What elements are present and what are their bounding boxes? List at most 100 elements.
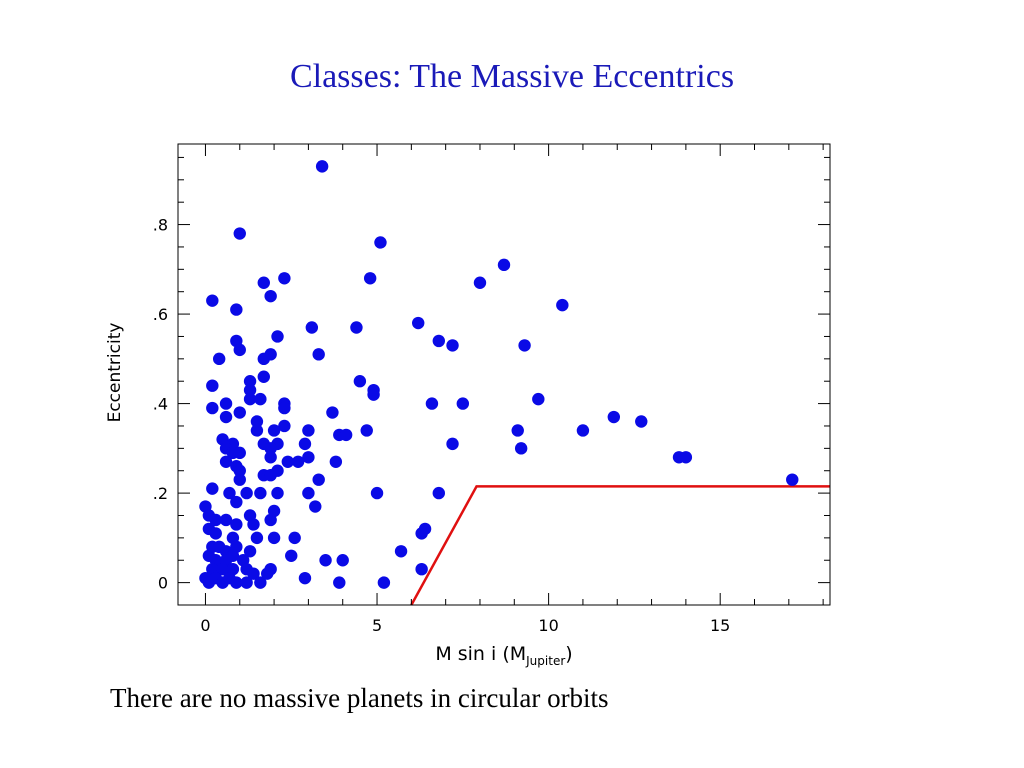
data-point <box>233 473 246 486</box>
data-point <box>432 334 445 348</box>
data-point <box>247 518 260 531</box>
data-point <box>312 473 325 486</box>
data-point <box>298 571 312 585</box>
x-axis-label-main: M sin i (M <box>435 643 526 665</box>
data-point <box>336 554 349 567</box>
data-point <box>367 388 380 401</box>
data-point <box>257 352 270 366</box>
data-point <box>226 549 240 562</box>
data-point <box>206 379 219 392</box>
data-point <box>309 500 322 513</box>
data-point <box>254 576 267 589</box>
data-point <box>576 424 590 437</box>
data-point <box>206 401 219 415</box>
data-point <box>312 348 325 361</box>
x-tick-label: 0 <box>200 616 210 635</box>
data-point <box>291 455 305 468</box>
data-point <box>326 406 339 419</box>
data-point <box>786 473 799 486</box>
data-point <box>254 486 267 500</box>
data-point <box>254 392 267 406</box>
data-point <box>216 562 229 576</box>
data-point <box>302 424 315 437</box>
x-axis-label-subscript: Jupiter <box>525 654 565 668</box>
data-point <box>206 294 219 307</box>
slide-title: Classes: The Massive Eccentrics <box>289 58 735 95</box>
data-point <box>264 289 277 303</box>
data-point <box>370 486 384 500</box>
axis-tick-labels: 0 5 10 15 0 .2 .4 .6 .8 <box>153 216 731 635</box>
axis-ticks <box>178 144 830 605</box>
data-point <box>230 576 243 589</box>
data-point <box>339 428 353 442</box>
data-point <box>219 410 233 424</box>
data-point <box>243 545 257 558</box>
boundary-line-layer <box>410 485 830 606</box>
data-point <box>278 401 291 415</box>
data-point <box>240 486 253 500</box>
data-point <box>415 527 428 540</box>
x-axis-label-close: ) <box>565 643 572 665</box>
y-tick-label: .6 <box>153 305 168 324</box>
data-point <box>363 272 377 285</box>
data-point <box>209 527 222 540</box>
data-point <box>285 549 298 562</box>
data-point <box>261 567 274 580</box>
data-point <box>456 397 470 410</box>
data-point <box>233 406 246 419</box>
data-point <box>230 303 243 316</box>
y-tick-label: .8 <box>153 216 168 235</box>
data-point <box>212 352 226 366</box>
data-point <box>206 482 219 495</box>
x-tick-label: 15 <box>710 616 730 635</box>
data-point <box>257 276 270 289</box>
data-point <box>257 370 270 383</box>
data-point <box>374 236 387 249</box>
data-point <box>360 424 373 437</box>
data-point <box>556 298 569 312</box>
data-point <box>329 455 343 468</box>
data-point <box>446 437 459 451</box>
data-point <box>278 272 291 285</box>
y-tick-label: .4 <box>153 395 168 414</box>
data-point <box>250 424 264 437</box>
y-axis-label: Eccentricity <box>105 323 125 423</box>
data-point <box>511 424 524 437</box>
data-point <box>233 446 246 460</box>
slide-caption: There are no massive planets in circular… <box>110 683 609 713</box>
x-axis-label: M sin i (MJupiter) <box>435 643 572 668</box>
data-point <box>243 375 257 388</box>
data-point <box>353 375 367 388</box>
data-point <box>333 576 346 589</box>
data-point <box>243 383 257 397</box>
data-point <box>264 451 277 464</box>
data-point <box>250 531 264 545</box>
y-tick-label: .2 <box>153 484 168 503</box>
data-point <box>264 469 277 482</box>
data-point <box>319 554 332 567</box>
data-point <box>377 576 391 589</box>
data-point <box>679 451 693 464</box>
data-point <box>230 495 243 509</box>
data-point <box>288 531 301 545</box>
data-point <box>497 258 511 272</box>
data-point <box>247 567 260 580</box>
data-point <box>635 415 648 428</box>
data-point <box>219 397 233 410</box>
data-point <box>350 321 363 334</box>
data-point <box>271 330 284 343</box>
data-point <box>240 576 253 589</box>
data-point <box>219 455 233 468</box>
data-point <box>446 339 459 352</box>
boundary-line <box>410 485 830 606</box>
data-point <box>281 455 295 468</box>
data-point <box>607 410 621 424</box>
data-point <box>302 451 315 464</box>
data-point <box>209 513 222 527</box>
data-point <box>233 227 246 240</box>
data-point <box>264 513 277 527</box>
data-points-layer <box>199 160 799 589</box>
data-point <box>425 397 439 410</box>
data-point <box>412 316 425 330</box>
data-point <box>518 339 531 352</box>
